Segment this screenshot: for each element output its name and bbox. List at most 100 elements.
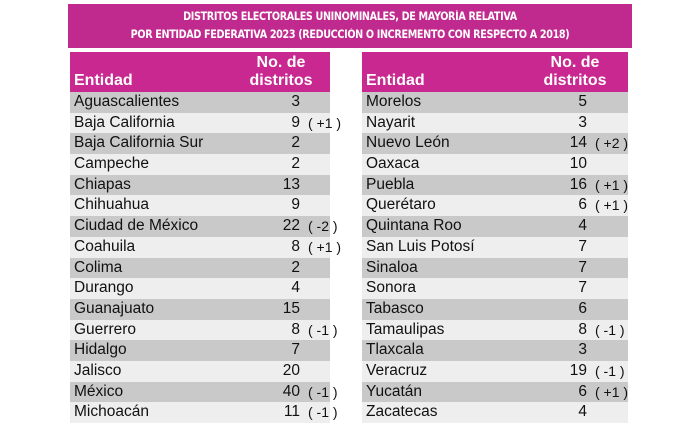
entity-name: Jalisco [74,361,122,379]
district-count: 9 [291,113,300,131]
district-count: 6 [578,196,587,214]
table-row: Oaxaca 10 [362,154,628,175]
entity-name: Veracruz [366,361,428,379]
district-count: 7 [291,341,300,359]
table-title: DISTRITOS ELECTORALES UNINOMINALES, DE M… [68,4,632,48]
table-row: Sonora 7 [362,278,628,299]
district-count: 7 [578,237,587,255]
entity-name: Campeche [74,155,149,173]
district-count: 2 [291,155,300,173]
district-count: 20 [282,361,300,379]
district-change: ( -2 ) [308,218,338,235]
table-row: Coahuila 8 ( +1 ) [70,236,341,258]
header-districts-line1: No. de [550,54,600,71]
district-count: 10 [569,155,587,173]
entity-name: Guerrero [74,320,137,338]
table-row: Chiapas 13 [70,174,330,196]
district-count: 4 [578,403,587,421]
entity-name: Baja California Sur [74,134,204,152]
header-entity: Entidad [366,72,425,89]
district-count: 16 [569,175,587,193]
district-count: 19 [569,361,587,379]
district-change: ( +2 ) [595,135,629,152]
title-line-2: POR ENTIDAD FEDERATIVA 2023 (REDUCCIÓN O… [130,28,570,41]
district-count: 13 [282,175,300,193]
table-row: Tabasco 6 [362,298,628,320]
table-row: Quintana Roo 4 [362,216,628,237]
entity-name: Ciudad de México [74,217,199,235]
district-count: 14 [569,134,587,152]
table-row: Campeche 2 [70,154,330,175]
table-row: Nuevo León 14 ( +2 ) [362,133,629,155]
district-count: 4 [291,279,300,297]
table-row: Guanajuato 15 [70,298,330,320]
district-change: ( -1 ) [308,383,338,400]
table-row: Guerrero 8 ( -1 ) [70,319,338,341]
table-row: Baja California Sur 2 [70,133,330,155]
table-row: Tlaxcala 3 [362,340,628,361]
district-count: 4 [578,217,587,235]
district-change: ( +1 ) [308,114,342,131]
entity-name: Tabasco [366,299,424,317]
entity-name: Coahuila [74,237,136,255]
district-count: 9 [291,196,300,214]
entity-name: Nayarit [366,113,416,131]
table-row: Baja California 9 ( +1 ) [70,112,341,134]
district-count: 7 [578,279,587,297]
entity-name: México [74,382,124,400]
table-row: Zacatecas 4 [362,402,628,423]
entity-name: Zacatecas [366,403,438,421]
district-count: 6 [578,382,587,400]
entity-name: Chiapas [74,175,131,193]
table-row: Aguascalientes 3 [70,92,330,113]
entity-name: Hidalgo [74,341,127,359]
entity-name: Tlaxcala [366,341,424,359]
district-change: ( +1 ) [595,176,629,193]
entity-name: Morelos [366,93,422,110]
table-row: Tamaulipas 8 ( -1 ) [362,319,628,341]
table-row: Sinaloa 7 [362,257,628,279]
district-change: ( -1 ) [595,362,625,379]
district-count: 8 [291,320,300,338]
table-row: Yucatán 6 ( +1 ) [362,381,628,403]
district-count: 7 [578,258,587,276]
table-header: Entidad No. de distritos [70,52,330,92]
entity-name: San Luis Potosí [366,237,475,255]
entity-name: Sonora [366,279,416,297]
table-row: Querétaro 6 ( +1 ) [362,195,628,217]
district-change: ( -1 ) [308,404,338,421]
header-districts-line2: distritos [249,72,313,89]
districts-table-right: Entidad No. de distritos Morelos 5 Nayarit… [362,52,628,423]
district-count: 40 [282,382,300,400]
entity-name: Puebla [366,175,415,193]
table-row: Veracruz 19 ( -1 ) [362,360,628,382]
district-count: 2 [291,258,300,276]
table-row: Nayarit 3 [362,112,628,134]
entity-name: Chihuahua [74,196,149,214]
entity-name: Durango [74,279,134,297]
entity-name: Guanajuato [74,299,155,317]
entity-name: Sinaloa [366,258,418,276]
district-count: 2 [291,134,300,152]
entity-name: Colima [74,258,123,276]
district-count: 5 [578,93,587,110]
district-count: 8 [291,237,300,255]
district-count: 6 [578,299,587,317]
entity-name: Aguascalientes [74,93,180,110]
entity-name: Tamaulipas [366,320,445,338]
district-count: 3 [578,341,587,359]
table-row: San Luis Potosí 7 [362,236,628,258]
district-count: 15 [282,299,300,317]
header-districts-line1: No. de [256,54,306,71]
table-row: Hidalgo 7 [70,340,330,361]
header-entity: Entidad [74,72,133,89]
table-row: Colima 2 [70,257,330,279]
districts-table-left: Entidad No. de distritos Aguascalientes 3… [70,52,341,423]
table-row: Chihuahua 9 [70,195,330,217]
header-districts: No. de distritos [232,54,330,90]
district-count: 3 [291,93,300,110]
entity-name: Michoacán [74,403,149,421]
district-count: 3 [578,113,587,131]
district-count: 22 [282,217,300,235]
table-row: Morelos 5 [362,92,628,113]
